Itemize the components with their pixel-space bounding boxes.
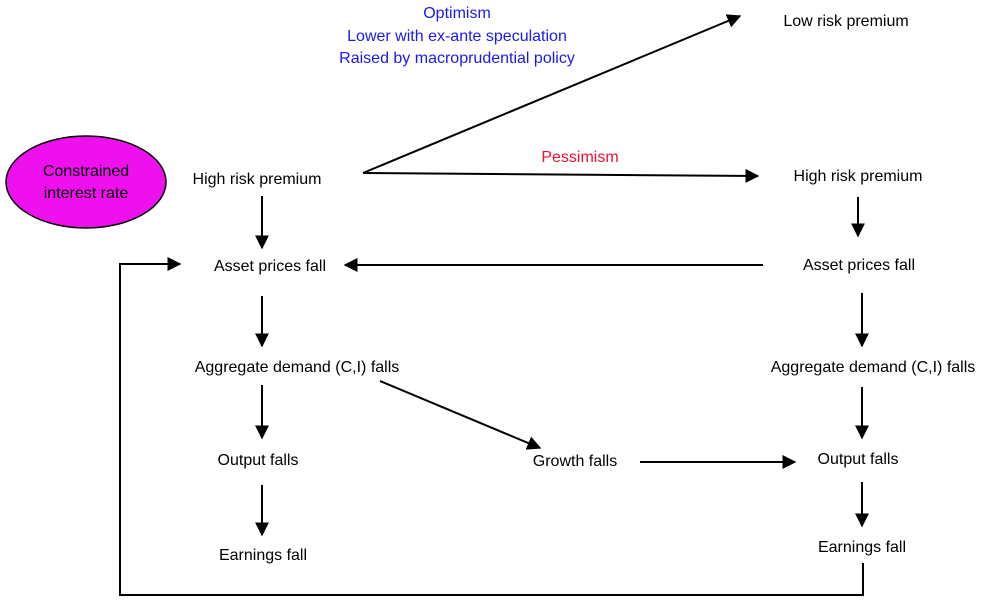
annotation: Raised by macroprudential policy (339, 50, 575, 67)
node-label: High risk premium (193, 171, 322, 188)
node-label: Growth falls (533, 453, 617, 470)
node-label: High risk premium (794, 168, 923, 185)
node-label: Aggregate demand (C,I) falls (771, 359, 976, 376)
node-label: interest rate (44, 185, 129, 202)
node-label: Output falls (818, 451, 899, 468)
node-label: Aggregate demand (C,I) falls (195, 359, 400, 376)
node-label: Asset prices fall (214, 258, 326, 275)
node-label: Low risk premium (783, 13, 908, 30)
annotation: Lower with ex-ante speculation (347, 28, 567, 45)
annotation: Pessimism (541, 149, 618, 166)
node-label: Constrained (43, 163, 129, 180)
ellipse (5, 135, 167, 229)
annotation: Optimism (423, 5, 491, 22)
node-label: Output falls (218, 452, 299, 469)
node-label: Earnings fall (219, 547, 307, 564)
node-label: Earnings fall (818, 539, 906, 556)
node-label: Asset prices fall (803, 257, 915, 274)
arrows (119, 14, 869, 596)
